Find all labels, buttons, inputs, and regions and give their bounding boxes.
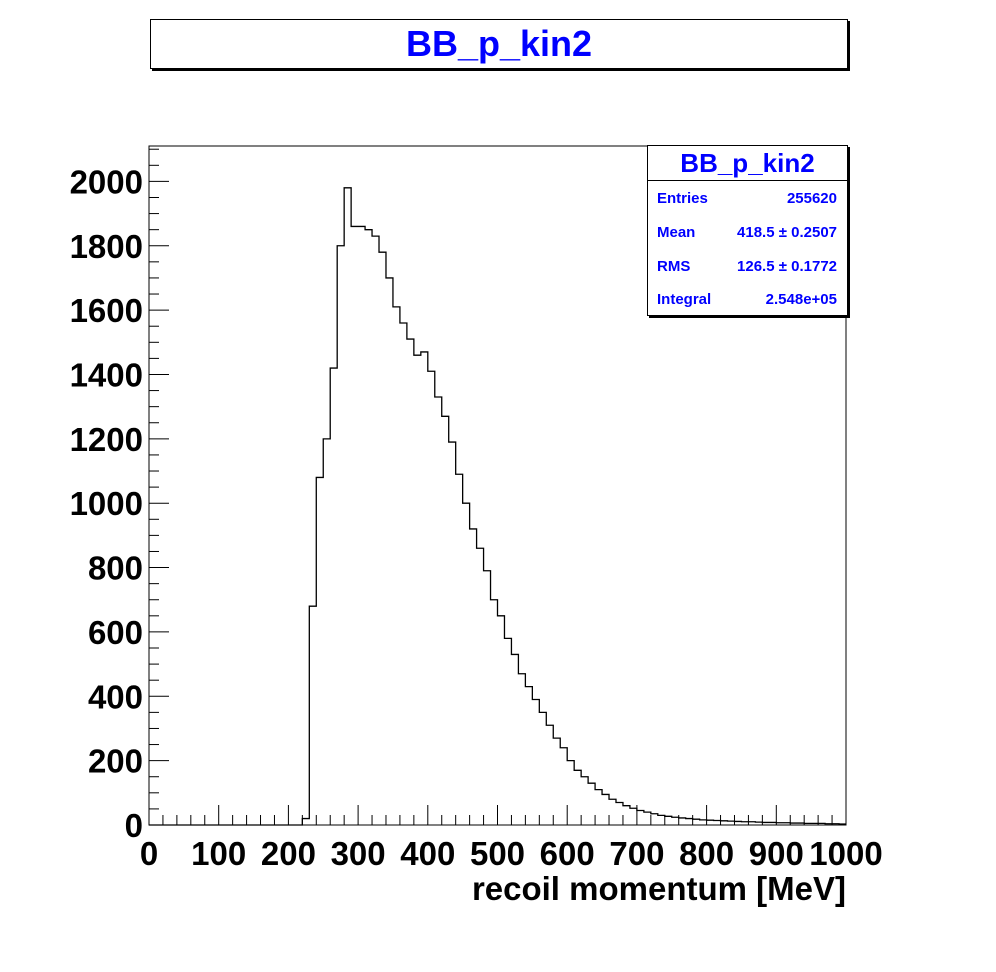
stats-box: BB_p_kin2 Entries 255620 Mean 418.5 ± 0.… [647, 145, 848, 316]
y-tick-label: 1000 [70, 485, 143, 522]
y-tick-label: 600 [88, 614, 143, 651]
x-tick-label: 400 [400, 835, 455, 872]
stats-row-rms: RMS 126.5 ± 0.1772 [657, 258, 837, 275]
x-tick-label: 200 [261, 835, 316, 872]
y-tick-label: 1200 [70, 421, 143, 458]
y-tick-label: 1400 [70, 356, 143, 393]
x-axis-label: recoil momentum [MeV] [472, 870, 846, 907]
y-tick-label: 1800 [70, 228, 143, 265]
x-tick-label: 500 [470, 835, 525, 872]
stats-label: Mean [657, 224, 696, 241]
stats-value: 126.5 ± 0.1772 [737, 258, 837, 275]
stats-row-integral: Integral 2.548e+05 [657, 291, 837, 308]
chart-title: BB_p_kin2 [405, 23, 593, 64]
y-tick-label: 1600 [70, 292, 143, 329]
stats-value: 418.5 ± 0.2507 [737, 224, 837, 241]
y-axis: 0 200 400 600 800 1000 1200 1400 1600 1800 2000 [70, 148, 169, 844]
stats-row-entries: Entries 255620 [657, 190, 837, 207]
stats-title: BB_p_kin2 [648, 146, 847, 181]
stats-row-mean: Mean 418.5 ± 0.2507 [657, 224, 837, 241]
y-tick-label: 200 [88, 743, 143, 780]
histogram-line [149, 187, 846, 826]
x-tick-label: 700 [609, 835, 664, 872]
stats-label: Entries [657, 190, 708, 207]
y-tick-label: 2000 [70, 163, 143, 200]
stats-value: 2.548e+05 [765, 291, 837, 308]
stats-value: 255620 [786, 190, 837, 207]
x-tick-label: 800 [679, 835, 734, 872]
x-tick-label: 1000 [809, 835, 882, 872]
x-tick-label: 600 [540, 835, 595, 872]
y-tick-label: 400 [88, 678, 143, 715]
y-tick-label: 800 [88, 550, 143, 587]
x-axis: 0 100 200 300 400 500 600 700 800 900 1000 [140, 805, 883, 872]
x-tick-label: 0 [140, 835, 158, 872]
y-tick-label: 0 [125, 807, 143, 844]
x-tick-label: 300 [331, 835, 386, 872]
title-box: BB_p_kin2 [150, 19, 848, 69]
stats-label: RMS [657, 258, 691, 275]
x-tick-label: 900 [749, 835, 804, 872]
x-tick-label: 100 [191, 835, 246, 872]
stats-label: Integral [657, 291, 712, 308]
